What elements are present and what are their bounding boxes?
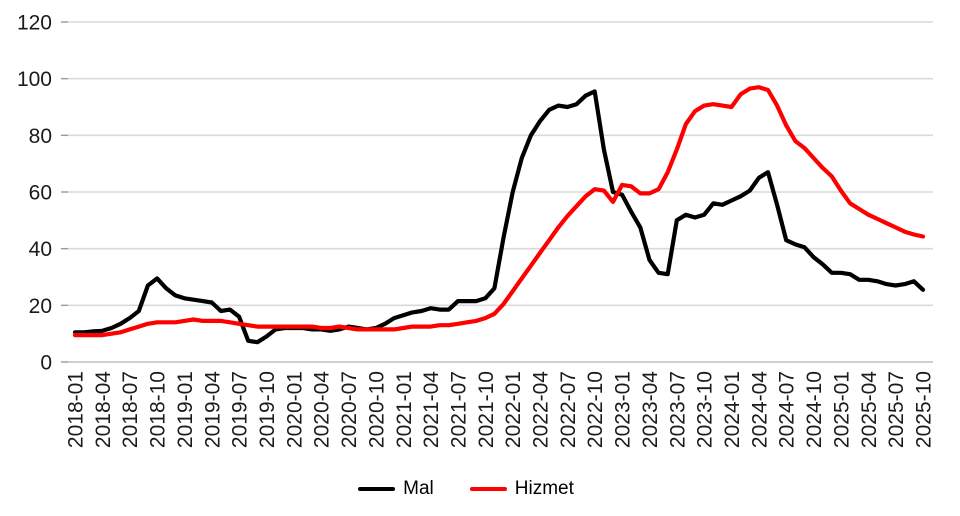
y-axis-label: 0	[40, 352, 52, 375]
y-axis-label: 120	[17, 12, 52, 35]
x-axis-label: 2022-04	[530, 371, 553, 448]
y-axis-labels: 0 20 40 60 80 100 120	[17, 12, 52, 375]
hizmet-line-swatch	[469, 487, 507, 491]
x-axis-label: 2020-04	[311, 371, 334, 448]
x-axis-label: 2024-10	[803, 371, 826, 448]
x-axis-label: 2018-10	[147, 371, 170, 448]
x-axis-label: 2018-04	[92, 371, 115, 448]
series-line-hizmet	[72, 85, 926, 338]
legend-label-mal: Mal	[403, 478, 434, 499]
x-axis-label: 2023-07	[666, 371, 689, 448]
x-axis-label: 2025-01	[830, 371, 853, 448]
y-axis-label: 20	[29, 295, 52, 318]
x-axis-labels: 2018-01 2018-04 2018-07 2018-10 2019-01 2019-…	[65, 371, 936, 448]
x-axis-label: 2020-01	[283, 371, 306, 448]
mal-line-swatch	[358, 487, 396, 491]
x-axis-label: 2023-10	[694, 371, 717, 448]
x-axis-label: 2019-10	[256, 371, 279, 448]
x-axis-label: 2019-01	[174, 371, 197, 448]
x-axis-label: 2025-07	[885, 371, 908, 448]
series-line-mal	[72, 89, 926, 345]
x-axis-label: 2021-10	[475, 371, 498, 448]
x-axis-label: 2020-10	[365, 371, 388, 448]
x-axis-label: 2023-01	[612, 371, 635, 448]
legend-item-hizmet: Hizmet	[469, 478, 574, 500]
y-axis-label: 80	[29, 125, 52, 148]
x-axis-label: 2021-01	[393, 371, 416, 448]
x-axis-label: 2022-07	[557, 371, 580, 448]
x-axis-label: 2024-01	[721, 371, 744, 448]
x-axis-label: 2022-01	[502, 371, 525, 448]
chart-legend: Mal Hizmet	[0, 478, 960, 500]
x-axis-label: 2025-04	[858, 371, 881, 448]
y-axis-label: 60	[29, 182, 52, 205]
x-axis-label: 2024-04	[748, 371, 771, 448]
series-lines	[72, 85, 926, 345]
legend-label-hizmet: Hizmet	[514, 478, 574, 499]
x-axis-label: 2018-07	[119, 371, 142, 448]
x-axis-label: 2019-07	[229, 371, 252, 448]
x-axis-label: 2022-10	[584, 371, 607, 448]
x-axis-label: 2021-04	[420, 371, 443, 448]
x-axis-label: 2023-04	[639, 371, 662, 448]
x-axis-label: 2019-04	[201, 371, 224, 448]
x-axis-label: 2021-07	[448, 371, 471, 448]
legend-item-mal: Mal	[358, 478, 434, 500]
y-axis-label: 100	[17, 68, 52, 91]
y-axis-label: 40	[29, 238, 52, 261]
x-axis-label: 2025-10	[913, 371, 936, 448]
x-axis-label: 2024-07	[776, 371, 799, 448]
x-axis-label: 2020-07	[338, 371, 361, 448]
x-axis-label: 2018-01	[65, 371, 88, 448]
